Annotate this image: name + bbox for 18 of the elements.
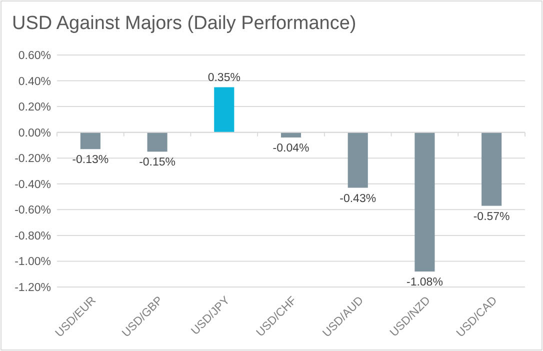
data-label: -0.43% [340,192,376,205]
y-tick-label: -0.80% [14,230,51,242]
data-label: -1.08% [406,276,443,289]
data-label: -0.04% [272,142,310,154]
y-tick-label: -0.20% [14,153,51,166]
y-tick-label: -0.40% [14,178,51,191]
data-label: 0.35% [208,72,240,84]
y-tick-label: -1.20% [14,282,51,294]
y-tick-label: -0.60% [14,204,51,217]
data-label: -0.13% [72,154,109,166]
y-tick-label: -1.00% [14,256,51,268]
y-tick-label: 0.60% [18,50,51,62]
y-tick-label: 0.00% [18,127,51,140]
y-tick-label: 0.20% [18,102,51,114]
y-tick-label: 0.40% [18,76,51,88]
chart-title: USD Against Majors (Daily Performance) [12,13,356,34]
data-label: -0.15% [139,156,176,169]
data-label: -0.57% [473,210,510,223]
